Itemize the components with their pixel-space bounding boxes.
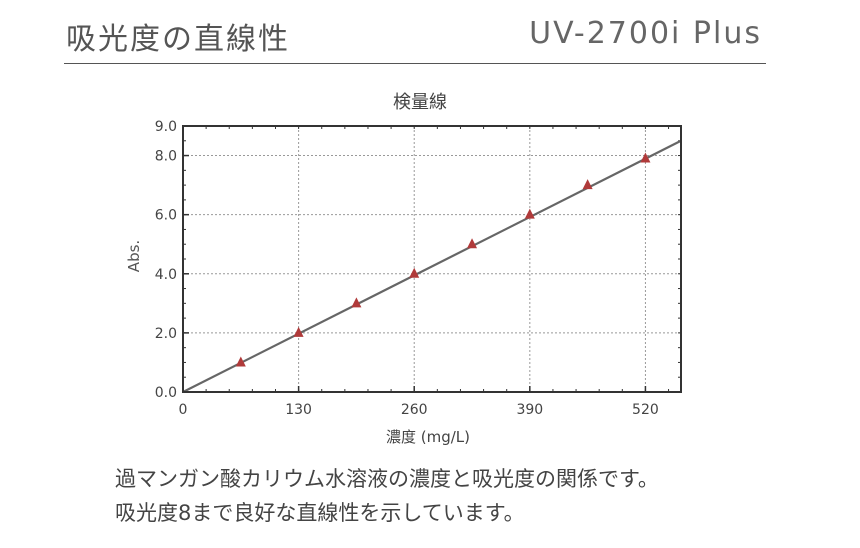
page-title: 吸光度の直線性 bbox=[66, 22, 290, 57]
x-tick-label: 390 bbox=[516, 402, 543, 418]
data-point bbox=[351, 297, 362, 308]
x-tick-label: 0 bbox=[179, 402, 188, 418]
caption-line-1: 過マンガン酸カリウム水溶液の濃度と吸光度の関係です。 bbox=[115, 467, 659, 491]
y-tick-label: 6.0 bbox=[155, 208, 177, 224]
chart-title: 検量線 bbox=[393, 92, 447, 113]
model-name: UV-2700i Plus bbox=[529, 16, 762, 51]
y-tick-label: 2.0 bbox=[155, 326, 177, 342]
data-point bbox=[467, 238, 478, 249]
data-point bbox=[582, 179, 593, 190]
y-tick-label: 8.0 bbox=[155, 149, 177, 165]
header-divider bbox=[64, 63, 766, 64]
data-point bbox=[235, 356, 246, 367]
y-axis-label: Abs. bbox=[125, 240, 143, 272]
x-tick-labels: 0 130 260 390 520 bbox=[179, 402, 659, 418]
data-point bbox=[293, 326, 304, 337]
y-tick-label: 9.0 bbox=[155, 119, 177, 135]
page-header: 吸光度の直線性 UV-2700i Plus bbox=[0, 0, 860, 70]
data-point bbox=[409, 267, 420, 278]
y-tick-label: 0.0 bbox=[155, 385, 177, 401]
fit-line bbox=[182, 139, 682, 393]
data-point bbox=[524, 208, 535, 219]
grid-lines bbox=[182, 125, 681, 393]
y-tick-label: 4.0 bbox=[155, 267, 177, 283]
x-tick-label: 130 bbox=[285, 402, 312, 418]
plot-frame bbox=[182, 125, 682, 393]
data-points bbox=[235, 152, 651, 367]
caption-line-2: 吸光度8まで良好な直線性を示しています。 bbox=[115, 501, 525, 525]
x-tick-label: 260 bbox=[401, 402, 428, 418]
x-axis-label: 濃度 (mg/L) bbox=[386, 428, 470, 446]
caption: 過マンガン酸カリウム水溶液の濃度と吸光度の関係です。 吸光度8まで良好な直線性を… bbox=[115, 462, 659, 530]
calibration-chart: 検量線 0.0 2.0 4.0 6.0 8.0 9.0 0 130 260 390 520 Abs… bbox=[125, 92, 682, 446]
y-tick-labels: 0.0 2.0 4.0 6.0 8.0 9.0 bbox=[155, 119, 177, 401]
data-point bbox=[640, 152, 651, 163]
x-tick-label: 520 bbox=[632, 402, 659, 418]
